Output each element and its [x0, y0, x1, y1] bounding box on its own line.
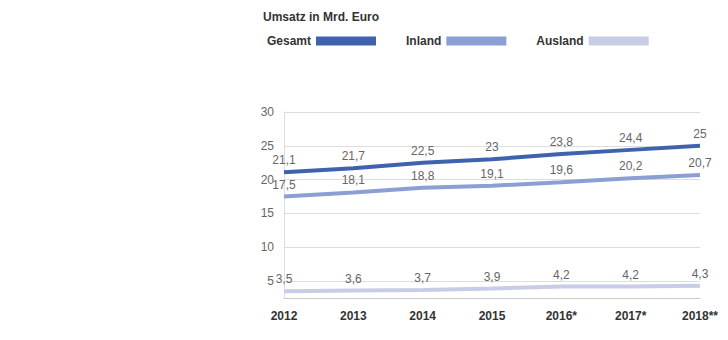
svg-text:4,2: 4,2	[622, 268, 639, 282]
svg-text:19,1: 19,1	[480, 167, 504, 181]
svg-text:Ausland: Ausland	[536, 34, 583, 48]
svg-text:3,5: 3,5	[276, 272, 293, 286]
svg-text:Umsatz in Mrd. Euro: Umsatz in Mrd. Euro	[263, 10, 379, 24]
svg-text:22,5: 22,5	[411, 144, 435, 158]
svg-text:Inland: Inland	[406, 34, 441, 48]
svg-text:30: 30	[261, 105, 275, 119]
svg-text:24,4: 24,4	[619, 131, 643, 145]
svg-text:17,5: 17,5	[272, 178, 296, 192]
svg-text:2013: 2013	[340, 309, 367, 323]
svg-text:3,7: 3,7	[414, 271, 431, 285]
svg-text:4,3: 4,3	[692, 267, 709, 281]
svg-text:20: 20	[260, 172, 274, 187]
svg-text:3,9: 3,9	[484, 270, 501, 284]
svg-text:2012: 2012	[271, 309, 298, 323]
svg-text:3,6: 3,6	[345, 272, 362, 286]
svg-text:15: 15	[261, 206, 275, 220]
svg-text:21,7: 21,7	[342, 149, 366, 163]
svg-text:21,1: 21,1	[272, 153, 296, 167]
svg-text:19,6: 19,6	[550, 163, 574, 177]
svg-text:4,2: 4,2	[553, 268, 570, 282]
svg-text:18,1: 18,1	[342, 173, 366, 187]
svg-text:5: 5	[267, 274, 274, 288]
svg-text:20,7: 20,7	[688, 156, 712, 170]
svg-text:25: 25	[261, 139, 275, 153]
svg-text:2015: 2015	[479, 309, 506, 323]
svg-text:2014: 2014	[409, 309, 436, 323]
svg-text:20,2: 20,2	[619, 159, 643, 173]
svg-text:2016*: 2016*	[546, 309, 578, 323]
svg-text:25: 25	[693, 127, 707, 141]
svg-text:23,8: 23,8	[550, 135, 574, 149]
svg-text:2018**: 2018**	[682, 309, 718, 323]
svg-text:10: 10	[261, 240, 275, 254]
svg-text:23: 23	[485, 140, 499, 154]
svg-text:Gesamt: Gesamt	[267, 34, 311, 48]
svg-text:2017*: 2017*	[615, 309, 647, 323]
svg-text:18,8: 18,8	[411, 169, 435, 183]
